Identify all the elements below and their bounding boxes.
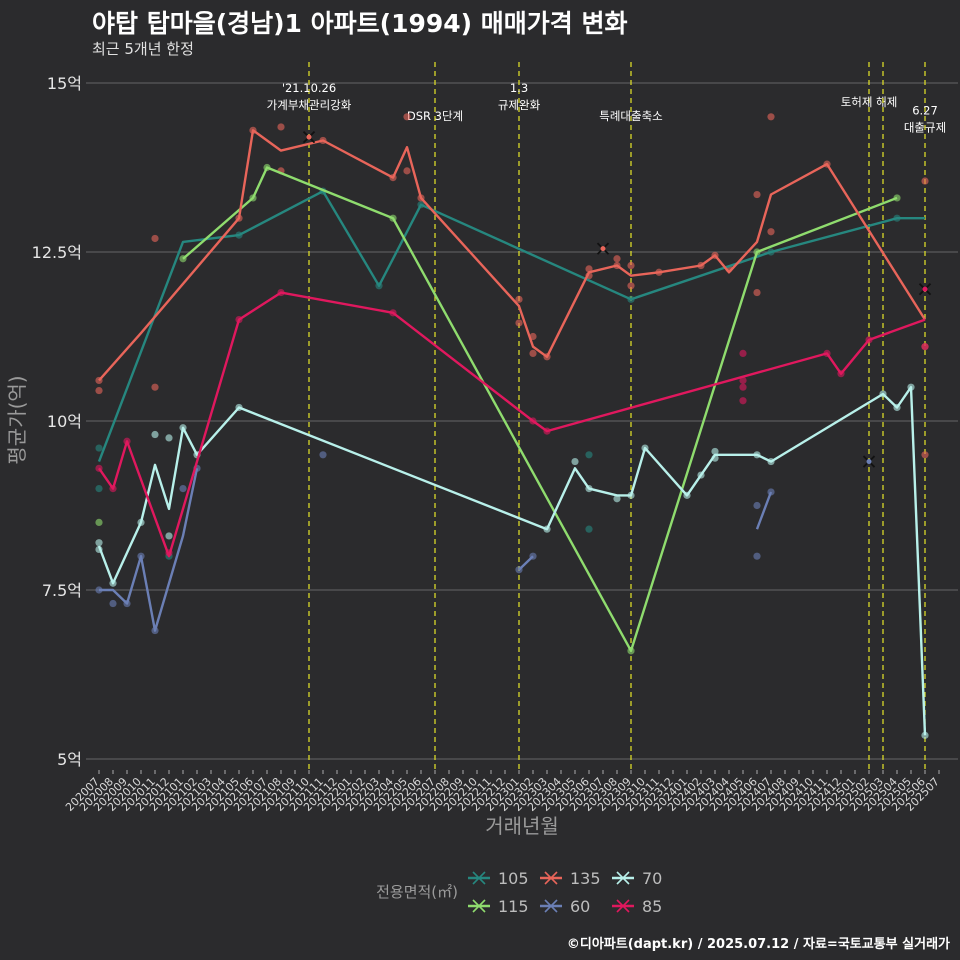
- data-point-70: [613, 495, 621, 503]
- data-point-60: [179, 485, 187, 493]
- event-label: 1.3: [510, 81, 528, 95]
- data-point-105: [95, 485, 103, 493]
- data-point-135: [753, 288, 761, 297]
- data-point-135: [515, 319, 523, 327]
- source-caption: ©디아파트(dapt.kr) / 2025.07.12 / 자료=국토교통부 실…: [566, 937, 950, 952]
- y-axis-title: 평균가(억): [5, 375, 29, 464]
- data-point-105: [585, 451, 593, 459]
- cross-center: [922, 286, 928, 292]
- legend-key-cross: [616, 871, 630, 885]
- legend-label: 135: [570, 869, 601, 888]
- data-point-135: [613, 255, 621, 263]
- data-point-135: [753, 190, 761, 199]
- series-line-60: [99, 468, 199, 632]
- data-point-135: [767, 113, 775, 121]
- cross-center: [600, 246, 606, 252]
- event-label: 토허제 해제: [841, 95, 898, 109]
- series-line-115: [182, 166, 898, 652]
- data-point-60: [753, 552, 761, 560]
- data-point-135: [403, 167, 411, 175]
- data-point-70: [151, 430, 159, 439]
- event-label: '21.10.26: [282, 81, 336, 95]
- y-tick-label: 5억: [57, 750, 82, 769]
- legend-label: 85: [642, 897, 662, 916]
- data-point-135: [277, 123, 285, 131]
- data-point-135: [151, 234, 159, 243]
- legend-title: 전용면적(㎡): [376, 883, 458, 901]
- data-point-60: [753, 501, 761, 510]
- event-label: 가계부채관리강화: [267, 98, 352, 112]
- legend-label: 60: [570, 897, 590, 916]
- legend: 전용면적(㎡) 105 115 135 60 70 85: [376, 869, 662, 916]
- series-line-105: [97, 190, 925, 463]
- data-point-135: [151, 383, 159, 391]
- event-label: 6.27: [912, 103, 938, 117]
- series-segment-60: [518, 555, 534, 571]
- data-point-135: [529, 349, 537, 357]
- data-point-70: [571, 457, 579, 466]
- data-point-135: [767, 228, 775, 236]
- data-point-135: [921, 177, 929, 185]
- series-line-70: [97, 386, 927, 736]
- cross-center: [306, 134, 312, 140]
- data-point-135: [627, 261, 635, 270]
- series-segment-60: [755, 491, 773, 530]
- legend-item-105: 105: [468, 869, 529, 888]
- y-tick-label: 12.5억: [32, 243, 82, 262]
- event-label: 규제완화: [498, 98, 541, 112]
- data-point-85: [921, 343, 929, 351]
- data-point-70: [711, 447, 719, 456]
- data-point-105: [95, 444, 103, 452]
- legend-key-cross: [544, 899, 558, 913]
- data-point-135: [627, 282, 635, 290]
- y-tick-label: 10억: [47, 412, 82, 431]
- data-point-70: [921, 731, 929, 739]
- data-point-60: [319, 451, 327, 459]
- legend-label: 115: [498, 897, 529, 916]
- chart-title: 야탑 탑마을(경남)1 아파트(1994) 매매가격 변화: [92, 9, 628, 38]
- data-point-135: [95, 386, 103, 395]
- legend-item-85: 85: [612, 897, 662, 916]
- data-point-115: [95, 518, 103, 527]
- data-point-85: [739, 349, 747, 357]
- legend-item-60: 60: [540, 897, 590, 916]
- cross-marker-60: [862, 455, 876, 468]
- data-point-60: [109, 599, 117, 608]
- legend-item-135: 135: [540, 869, 601, 888]
- legend-key-cross: [472, 871, 486, 885]
- legend-item-70: 70: [612, 869, 662, 888]
- legend-label: 70: [642, 869, 662, 888]
- x-axis-title: 거래년월: [485, 814, 559, 838]
- chart-subtitle: 최근 5개년 한정: [92, 40, 194, 58]
- data-point-70: [165, 532, 173, 540]
- cross-marker-85: [918, 283, 932, 296]
- cross-center: [866, 459, 872, 465]
- cross-marker-135: [596, 242, 610, 255]
- event-label: DSR 3단계: [407, 109, 463, 123]
- series-line-135: [98, 129, 927, 382]
- plot-panel: [86, 62, 958, 770]
- y-tick-label: 7.5억: [42, 581, 82, 600]
- data-point-70: [165, 434, 173, 442]
- data-point-135: [921, 451, 929, 459]
- data-point-85: [739, 383, 747, 391]
- legend-item-115: 115: [468, 897, 529, 916]
- legend-label: 105: [498, 869, 529, 888]
- legend-key-cross: [544, 871, 558, 885]
- y-tick-label: 15억: [47, 74, 82, 93]
- data-point-105: [585, 525, 593, 533]
- data-point-135: [515, 295, 523, 303]
- legend-key-cross: [616, 899, 630, 913]
- legend-key-cross: [472, 899, 486, 913]
- data-point-85: [739, 397, 747, 405]
- data-point-70: [95, 539, 103, 547]
- event-label: 대출규제: [904, 120, 946, 134]
- series-line-85: [98, 291, 926, 558]
- cross-marker-135: [302, 130, 316, 144]
- data-point-85: [739, 376, 747, 385]
- data-point-135: [403, 113, 411, 121]
- event-label: 특례대출축소: [599, 109, 662, 123]
